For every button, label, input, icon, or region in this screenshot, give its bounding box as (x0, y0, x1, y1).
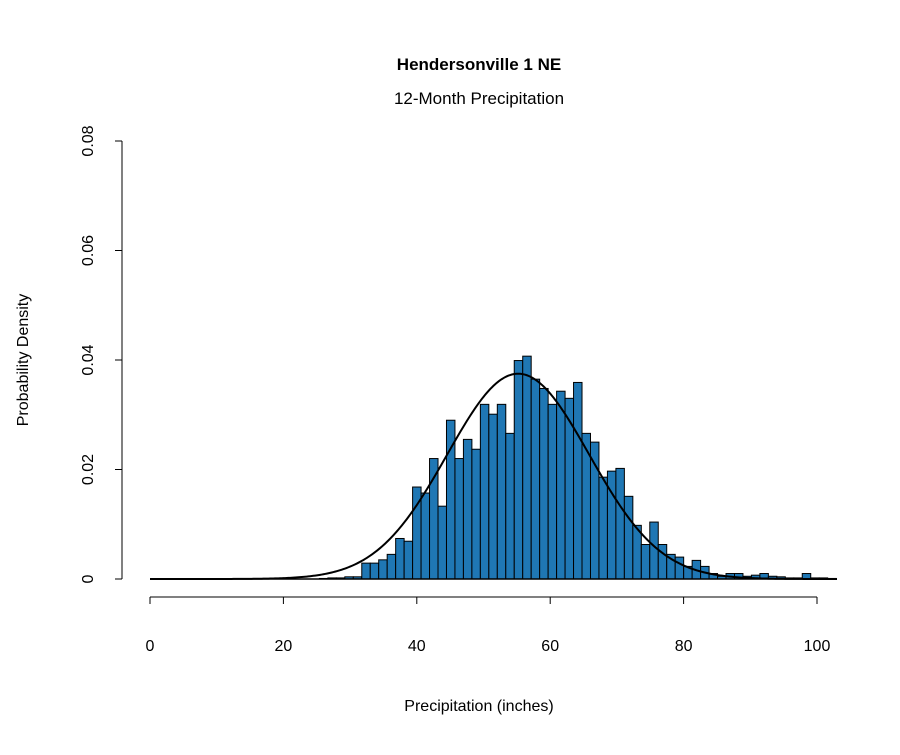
histogram-bar (530, 378, 541, 580)
histogram-bar (471, 448, 481, 580)
histogram-bar (573, 381, 583, 580)
histogram-bar (598, 476, 608, 580)
y-tick-label: 0.06 (80, 235, 97, 266)
histogram-bar (437, 505, 447, 580)
x-axis: 0 20 40 60 80 100 (146, 596, 831, 655)
histogram-bar (386, 553, 397, 580)
histogram-bar (369, 562, 380, 580)
x-tick-label: 100 (804, 638, 831, 655)
y-tick-label: 0.02 (80, 454, 97, 485)
histogram-bar (479, 403, 490, 580)
histogram-bar (623, 495, 634, 580)
x-tick-label: 80 (675, 638, 693, 655)
histogram-bar (556, 390, 566, 580)
histogram-bar (649, 521, 659, 580)
histogram-bar (454, 458, 464, 580)
chart-title: Hendersonville 1 NE (397, 55, 561, 74)
histogram-bar (640, 544, 651, 580)
histogram-bar (674, 556, 685, 580)
bars (150, 355, 838, 580)
histogram-bar (615, 467, 625, 580)
histogram-bar (505, 432, 515, 580)
x-tick-label: 20 (275, 638, 293, 655)
y-tick-label: 0.08 (80, 125, 97, 156)
histogram-bar (496, 403, 507, 580)
histogram-bar (395, 537, 405, 580)
histogram-bar (488, 413, 498, 580)
histogram-bar (522, 355, 532, 580)
y-tick-label: 0 (80, 574, 97, 583)
y-axis: 0 0.02 0.04 0.06 0.08 (80, 125, 123, 583)
histogram-bar (462, 438, 473, 580)
y-tick-label: 0.04 (80, 344, 97, 375)
chart-subtitle: 12-Month Precipitation (394, 89, 564, 108)
x-axis-label: Precipitation (inches) (404, 698, 553, 715)
histogram-bar (378, 559, 388, 580)
histogram-bar (420, 492, 431, 580)
histogram-bar (547, 403, 558, 580)
x-tick-label: 40 (408, 638, 426, 655)
y-axis-label: Probability Density (15, 294, 32, 427)
x-tick-label: 60 (541, 638, 559, 655)
normal-density-curve (150, 372, 838, 580)
histogram-bar (361, 562, 371, 580)
histogram-bar (513, 360, 524, 580)
histogram-bar (539, 387, 549, 580)
histogram-bar (403, 540, 414, 580)
x-tick-label: 0 (146, 638, 155, 655)
